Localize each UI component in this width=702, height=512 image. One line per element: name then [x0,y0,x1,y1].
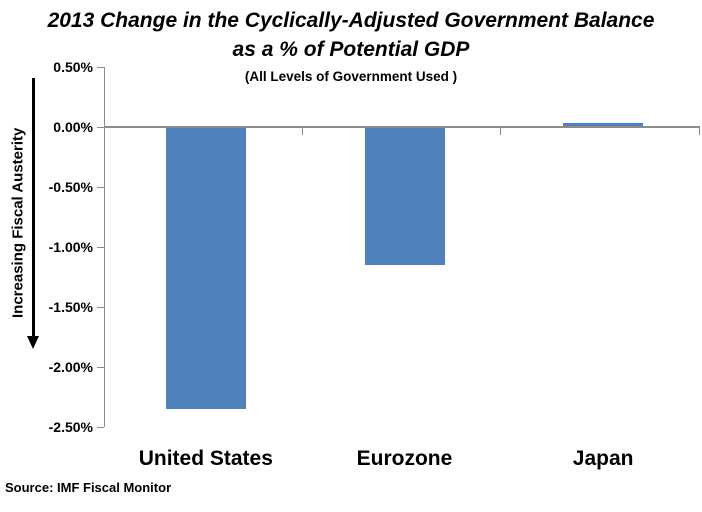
bar-eurozone [364,128,445,265]
bar-japan [563,123,644,126]
down-arrow-head-icon [27,336,39,349]
down-arrow-icon [32,78,35,336]
y-tick-label: -2.50% [48,419,93,435]
chart-title-line-1: 2013 Change in the Cyclically-Adjusted G… [47,9,655,32]
source-note: Source: IMF Fiscal Monitor [5,480,172,495]
y-tick-mark [97,126,104,128]
y-tick-mark [97,246,104,248]
x-axis-tick [500,128,502,135]
y-tick-label: -1.50% [48,299,93,315]
category-label-united-states: United States [138,447,273,470]
y-tick-mark [97,306,104,308]
y-tick-label: -2.00% [48,359,93,375]
chart-title-line-2: as a % of Potential GDP [232,38,470,61]
y-tick-mark [97,186,104,188]
x-axis-tick [699,128,700,135]
y-tick-label: 0.00% [53,119,93,135]
category-label-eurozone: Eurozone [356,447,453,470]
category-label-japan: Japan [572,447,634,470]
y-axis-line [104,67,105,427]
y-tick-label: 0.50% [53,59,93,75]
chart-subtitle: (All Levels of Government Used ) [244,69,458,84]
chart-title-block: 2013 Change in the Cyclically-Adjusted G… [0,6,702,85]
y-tick-mark [97,426,104,428]
x-axis-tick [301,128,303,135]
y-tick-label: -1.00% [48,239,93,255]
y-tick-mark [97,66,104,68]
y-tick-mark [97,366,104,368]
bar-united-states [165,128,246,409]
zero-baseline [104,126,700,128]
y-tick-label: -0.50% [48,179,93,195]
